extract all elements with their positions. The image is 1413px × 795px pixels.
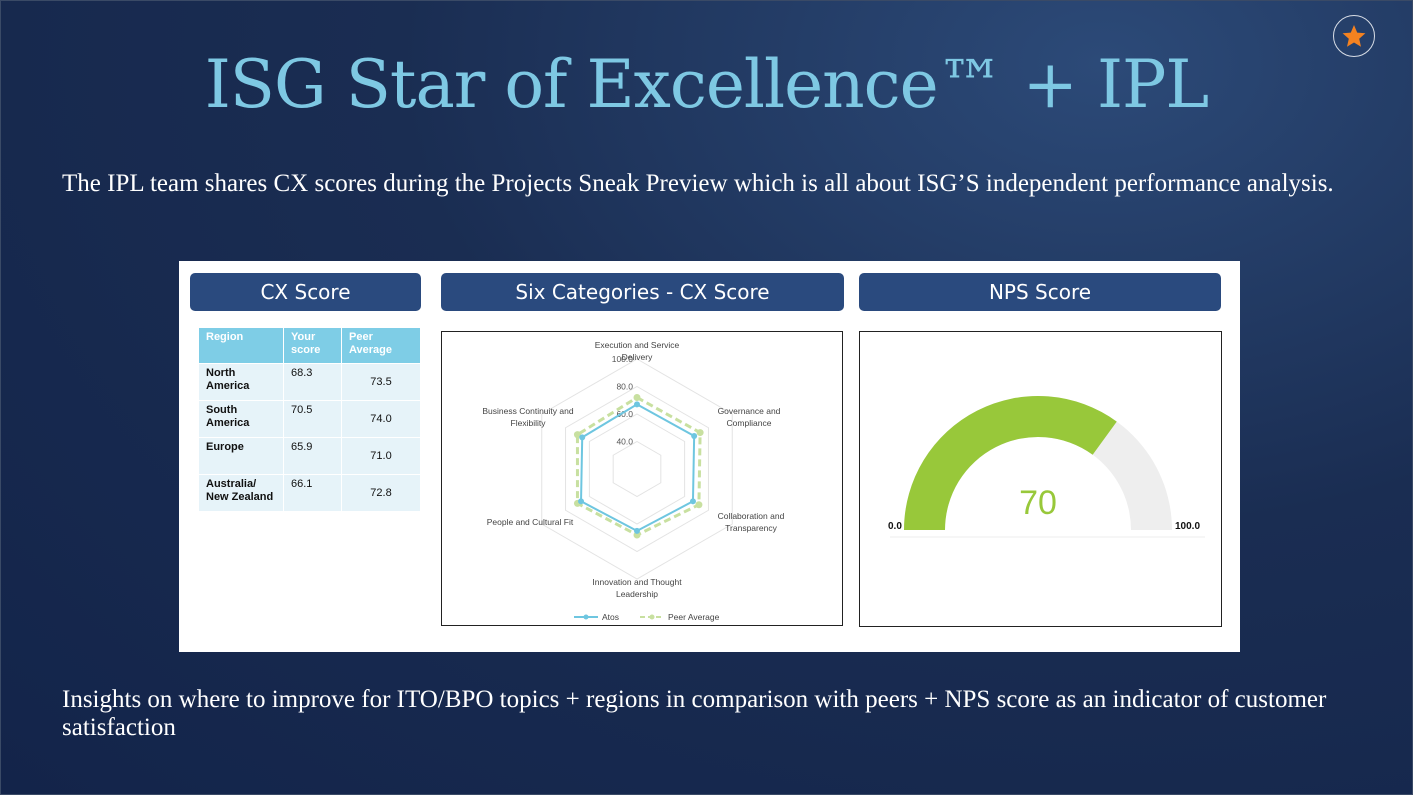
- gauge-fill: [904, 396, 1117, 530]
- column-header-region: Region: [199, 328, 283, 363]
- radar-grid-ring: [565, 385, 709, 553]
- cell-region: South America: [199, 401, 283, 437]
- slide-title: ISG Star of Excellence™ + IPL: [204, 46, 1210, 123]
- cell-region: North America: [199, 364, 283, 400]
- table-row: South America 70.5 74.0: [199, 401, 420, 437]
- legend-label: Atos: [602, 612, 619, 622]
- radar-category-label: People and Cultural Fit: [487, 517, 574, 527]
- intro-text: The IPL team shares CX scores during the…: [62, 170, 1334, 197]
- radar-chart: 100.0 80.0 60.0 40.0 Execution and Service D…: [482, 340, 785, 622]
- radar-tick-label: 80.0: [616, 382, 633, 392]
- legend-marker: [583, 614, 589, 620]
- radar-point: [689, 498, 696, 505]
- cell-peer-average: 72.8: [342, 475, 420, 511]
- cell-peer-average: 71.0: [342, 438, 420, 474]
- radar-grid-ring: [541, 358, 733, 580]
- table-row: Australia/ New Zealand 66.1 72.8: [199, 475, 420, 511]
- insights-text: Insights on where to improve for ITO/BPO…: [62, 686, 1327, 741]
- table-header-row: Region Your score Peer Average: [199, 328, 420, 363]
- radar-point: [634, 527, 640, 534]
- radar-category-label: Execution and Service Delivery: [595, 340, 680, 362]
- radar-tick-label: 40.0: [616, 437, 633, 447]
- radar-point: [634, 401, 640, 408]
- radar-point: [579, 434, 586, 441]
- table-row: North America 68.3 73.5: [199, 364, 420, 400]
- radar-grid-ring: [588, 413, 686, 525]
- cell-region: Europe: [199, 438, 283, 474]
- radar-category-label: Governance and Compliance: [718, 406, 781, 428]
- six-categories-header: Six Categories - CX Score: [441, 273, 844, 311]
- cell-your-score: 70.5: [284, 401, 341, 437]
- radar-category-label: Collaboration and Transparency: [718, 511, 785, 533]
- cell-peer-average: 73.5: [342, 364, 420, 400]
- radar-tick-label: 100.0: [612, 354, 634, 364]
- radar-category-label: Innovation and Thought Leadership: [592, 577, 682, 599]
- nps-score-header: NPS Score: [859, 273, 1221, 311]
- radar-tick-label: 60.0: [616, 409, 633, 419]
- radar-point: [573, 431, 581, 439]
- legend-marker: [649, 614, 655, 620]
- column-header-peer-average: Peer Average: [342, 328, 420, 363]
- dashboard-panel: CX Score Region Your score Peer Average …: [179, 261, 1240, 652]
- radar-point: [695, 501, 703, 509]
- star-icon: [1342, 25, 1366, 47]
- radar-series-line: [580, 403, 696, 533]
- cx-score-header: CX Score: [190, 273, 421, 311]
- radar-point: [633, 394, 641, 401]
- gauge-max-label: 100.0: [1175, 521, 1200, 532]
- gauge-value: 70: [1019, 484, 1057, 522]
- cell-your-score: 65.9: [284, 438, 341, 474]
- radar-point: [578, 498, 585, 505]
- radar-chart-box: 100.0 80.0 60.0 40.0 Execution and Service D…: [441, 331, 843, 626]
- radar-point: [691, 433, 698, 439]
- cell-peer-average: 74.0: [342, 401, 420, 437]
- cell-region: Australia/ New Zealand: [199, 475, 283, 511]
- cell-your-score: 68.3: [284, 364, 341, 400]
- cx-score-table: Region Your score Peer Average North Ame…: [198, 327, 421, 512]
- nps-gauge-box: 70 0.0 100.0: [859, 331, 1222, 627]
- legend-label: Peer Average: [668, 612, 720, 622]
- table-row: Europe 65.9 71.0: [199, 438, 420, 474]
- radar-grid-ring: [612, 440, 662, 498]
- column-header-your-score: Your score: [284, 328, 341, 363]
- nps-gauge: 70 0.0 100.0: [888, 396, 1205, 538]
- radar-category-label: Business Continuity and Flexibility: [482, 406, 573, 428]
- radar-series-line: [575, 395, 702, 537]
- cell-your-score: 66.1: [284, 475, 341, 511]
- star-badge: [1333, 15, 1375, 57]
- gauge-min-label: 0.0: [888, 521, 902, 532]
- radar-point: [696, 429, 704, 437]
